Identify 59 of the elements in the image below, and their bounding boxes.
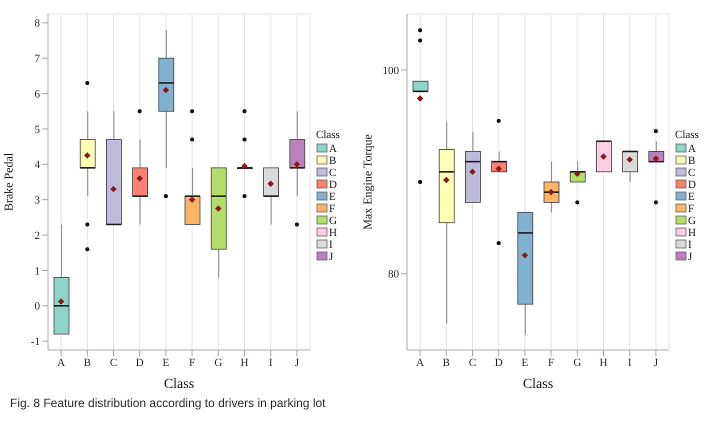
legend-label: F — [329, 203, 336, 215]
x-tick-label: F — [189, 356, 196, 369]
y-axis-title: Brake Pedal — [1, 152, 16, 212]
x-tick-label: J — [654, 356, 659, 369]
y-tick-label: 80 — [388, 268, 400, 281]
x-tick-label: B — [84, 356, 91, 369]
y-tick-label: 1 — [34, 265, 40, 278]
x-tick-label: H — [600, 356, 608, 369]
x-axis-title: Class — [164, 377, 194, 392]
legend-label: F — [688, 203, 694, 215]
y-tick-label: 8 — [34, 18, 40, 30]
legend-label: C — [329, 167, 336, 179]
x-tick-label: C — [468, 356, 476, 369]
x-tick-label: G — [214, 356, 222, 369]
x-tick-label: I — [628, 356, 632, 369]
legend-label: J — [329, 251, 334, 263]
x-axis-title: Class — [522, 377, 554, 392]
legend-label: E — [688, 191, 695, 203]
legend-title: Class — [675, 129, 699, 141]
y-axis-title: Max Engine Torque — [360, 134, 374, 230]
legend-label: B — [329, 155, 336, 167]
y-tick-label: 4 — [34, 159, 40, 172]
legend-label: A — [688, 143, 696, 155]
x-tick-label: E — [162, 356, 170, 369]
x-tick-label: J — [294, 356, 300, 369]
legend-label: I — [688, 239, 692, 251]
legend-label: B — [688, 155, 696, 167]
legend-label: H — [329, 227, 337, 239]
x-tick-label: I — [268, 356, 273, 369]
legend-label: A — [329, 143, 337, 155]
y-tick-label: -1 — [30, 336, 40, 348]
legend-label: E — [329, 191, 336, 203]
legend-label: G — [688, 215, 696, 227]
legend-label: H — [688, 227, 696, 239]
y-tick-label: 0 — [34, 300, 40, 313]
x-tick-label: D — [136, 356, 144, 369]
legend-label: C — [688, 167, 696, 179]
x-tick-label: F — [548, 356, 554, 369]
legend-label: D — [688, 179, 696, 191]
y-tick-label: 2 — [34, 230, 40, 242]
x-tick-label: G — [573, 356, 582, 369]
x-tick-label: A — [416, 356, 424, 369]
y-tick-label: 7 — [34, 53, 40, 66]
legend-label: D — [329, 179, 337, 191]
y-tick-label: 6 — [34, 88, 40, 100]
x-tick-label: C — [110, 356, 118, 369]
y-tick-label: 5 — [34, 124, 40, 136]
x-tick-label: E — [522, 356, 529, 369]
x-tick-label: D — [494, 356, 503, 369]
x-tick-label: A — [57, 356, 66, 369]
x-tick-label: B — [442, 356, 450, 369]
legend-label: J — [688, 251, 693, 263]
y-tick-label: 100 — [382, 64, 400, 77]
y-tick-label: 3 — [34, 194, 40, 207]
legend-title: Class — [316, 129, 340, 141]
legend-label: I — [329, 239, 333, 251]
legend-label: G — [329, 215, 337, 227]
x-tick-label: H — [240, 356, 249, 369]
caption: Fig. 8 Feature distribution according to drivers in parking lot — [10, 396, 326, 410]
